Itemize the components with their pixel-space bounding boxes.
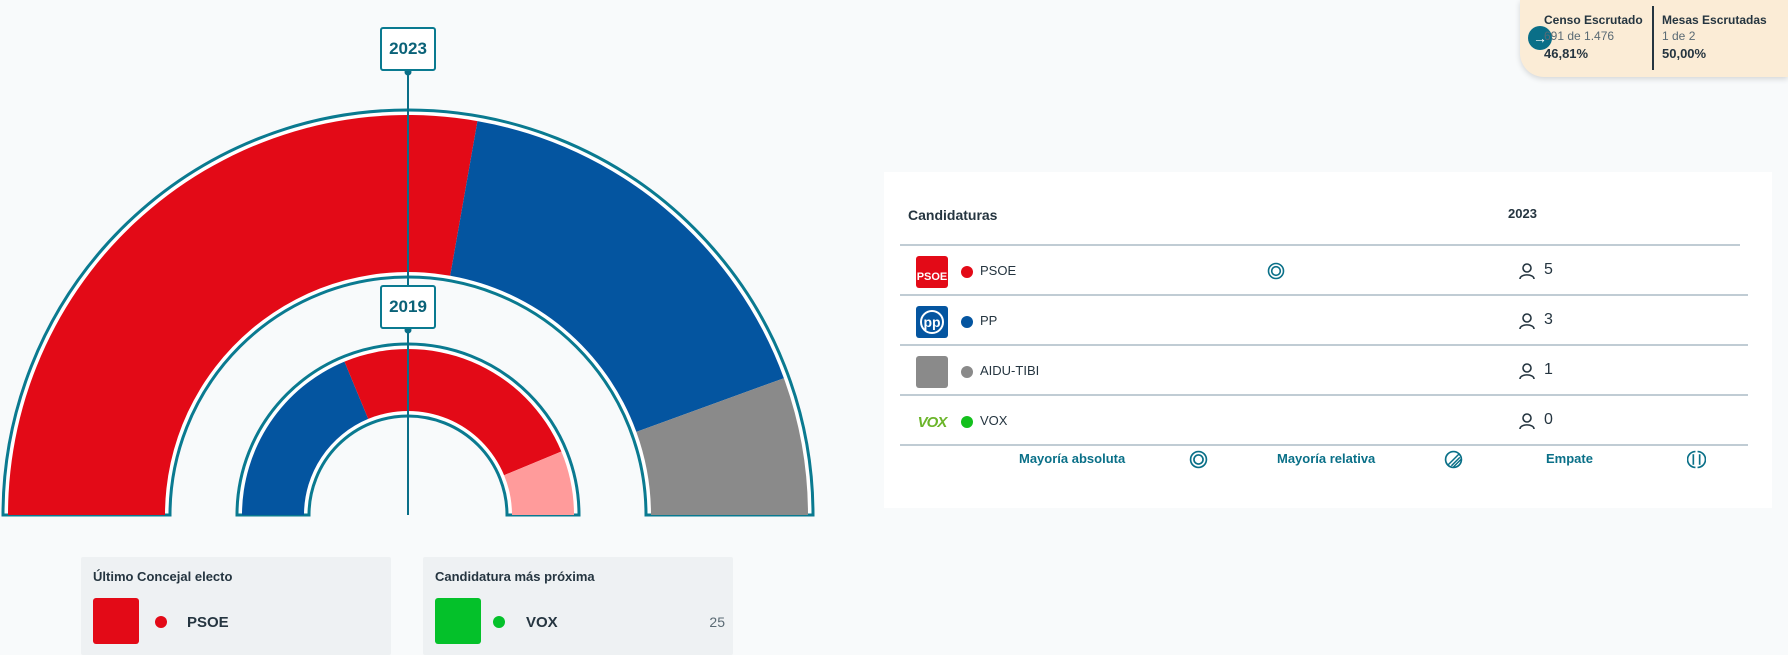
- censo-percent: 46,81%: [1544, 46, 1589, 61]
- person-icon: [1519, 413, 1535, 430]
- logo-text: pp: [920, 310, 944, 334]
- party-name: AIDU-TIBI: [980, 363, 1040, 378]
- person-icon: [1519, 363, 1535, 380]
- mesas-escrutadas: Mesas Escrutadas 1 de 2 50,00%: [1662, 12, 1767, 64]
- mesas-count: 1 de 2: [1662, 29, 1696, 43]
- table-row[interactable]: PSOE PSOE 5: [900, 246, 1748, 296]
- mayoria-relativa-icon: [1444, 450, 1463, 469]
- pp-logo: pp: [916, 306, 948, 338]
- party-color-dot: [961, 416, 973, 428]
- header-divider: [900, 244, 1740, 246]
- censo-escrutado: Censo Escrutado 691 de 1.476 46,81%: [1544, 12, 1643, 64]
- party-color-dot: [961, 366, 973, 378]
- seat-segment-psoe[interactable]: [8, 114, 478, 515]
- person-icon: [1519, 263, 1535, 280]
- candidatura-proxima-card: Candidatura más próxima VOX 25: [423, 557, 733, 655]
- aidu-tibi-logo: [916, 356, 948, 388]
- year-label-2023[interactable]: 2023: [380, 27, 436, 71]
- mesas-title: Mesas Escrutadas: [1662, 13, 1767, 27]
- party-color-dot: [493, 616, 505, 628]
- seat-segment-aidu-tibi[interactable]: [636, 378, 808, 515]
- panel-title: Candidaturas: [908, 207, 998, 223]
- censo-title: Censo Escrutado: [1544, 13, 1643, 27]
- seat-count: 0: [1544, 411, 1553, 428]
- column-header-year: 2023: [1508, 206, 1537, 221]
- psoe-logo: PSOE: [916, 256, 948, 288]
- party-name: PP: [980, 313, 998, 328]
- hemicycle-chart: 2023 2019: [0, 0, 820, 530]
- legend-empate: Empate: [1546, 451, 1593, 466]
- ultimo-concejal-card: Último Concejal electo PSOE: [81, 557, 391, 655]
- party-name: VOX: [980, 413, 1008, 428]
- seat-count: 1: [1544, 361, 1553, 378]
- logo-text: PSOE: [916, 271, 948, 283]
- table-row[interactable]: pp PP 3: [900, 296, 1748, 346]
- year-label-2019[interactable]: 2019: [380, 285, 436, 329]
- card-title: Último Concejal electo: [93, 569, 233, 584]
- vox-logo: VOX: [916, 406, 948, 438]
- divider: [1652, 6, 1654, 70]
- arrow-right-icon[interactable]: →: [1528, 26, 1552, 50]
- party-color-dot: [961, 266, 973, 278]
- card-party-name: VOX: [526, 614, 558, 631]
- candidaturas-panel: Candidaturas 2023 PSOE PSOE 5 pp PP 3 AI…: [884, 172, 1772, 508]
- party-color-dot: [961, 316, 973, 328]
- party-color-swatch: [435, 598, 481, 644]
- inner-ring-2019: [235, 342, 581, 517]
- table-row[interactable]: VOX VOX 0: [900, 396, 1748, 446]
- logo-text: VOX: [917, 413, 948, 431]
- census-summary: → Censo Escrutado 691 de 1.476 46,81% Me…: [1520, 0, 1788, 77]
- person-icon: [1519, 313, 1535, 330]
- seat-count: 5: [1544, 261, 1553, 278]
- party-color-dot: [155, 616, 167, 628]
- seat-segment-psoe[interactable]: [344, 349, 562, 476]
- table-row[interactable]: AIDU-TIBI 1: [900, 346, 1748, 396]
- card-title: Candidatura más próxima: [435, 569, 595, 584]
- mesas-percent: 50,00%: [1662, 46, 1707, 61]
- seat-segment-pp[interactable]: [242, 361, 369, 515]
- censo-count: 691 de 1.476: [1544, 29, 1615, 43]
- card-votes-value: 25: [709, 614, 725, 630]
- seat-segment-otra[interactable]: [504, 451, 574, 515]
- party-name: PSOE: [980, 263, 1017, 278]
- seat-count: 3: [1544, 311, 1553, 328]
- empate-icon: [1687, 450, 1706, 469]
- majority-legend: Mayoría absoluta Mayoría relativa Empate: [884, 448, 1772, 472]
- hemicycle-svg: [1, 68, 815, 517]
- legend-mayoria-relativa: Mayoría relativa: [1277, 451, 1376, 466]
- outer-ring-2023: [1, 108, 815, 517]
- mayoria-absoluta-icon: [1267, 262, 1285, 280]
- legend-mayoria-absoluta: Mayoría absoluta: [1019, 451, 1126, 466]
- card-party-name: PSOE: [187, 614, 229, 631]
- mayoria-absoluta-icon: [1189, 450, 1208, 469]
- party-color-swatch: [93, 598, 139, 644]
- seat-segment-pp[interactable]: [450, 121, 784, 432]
